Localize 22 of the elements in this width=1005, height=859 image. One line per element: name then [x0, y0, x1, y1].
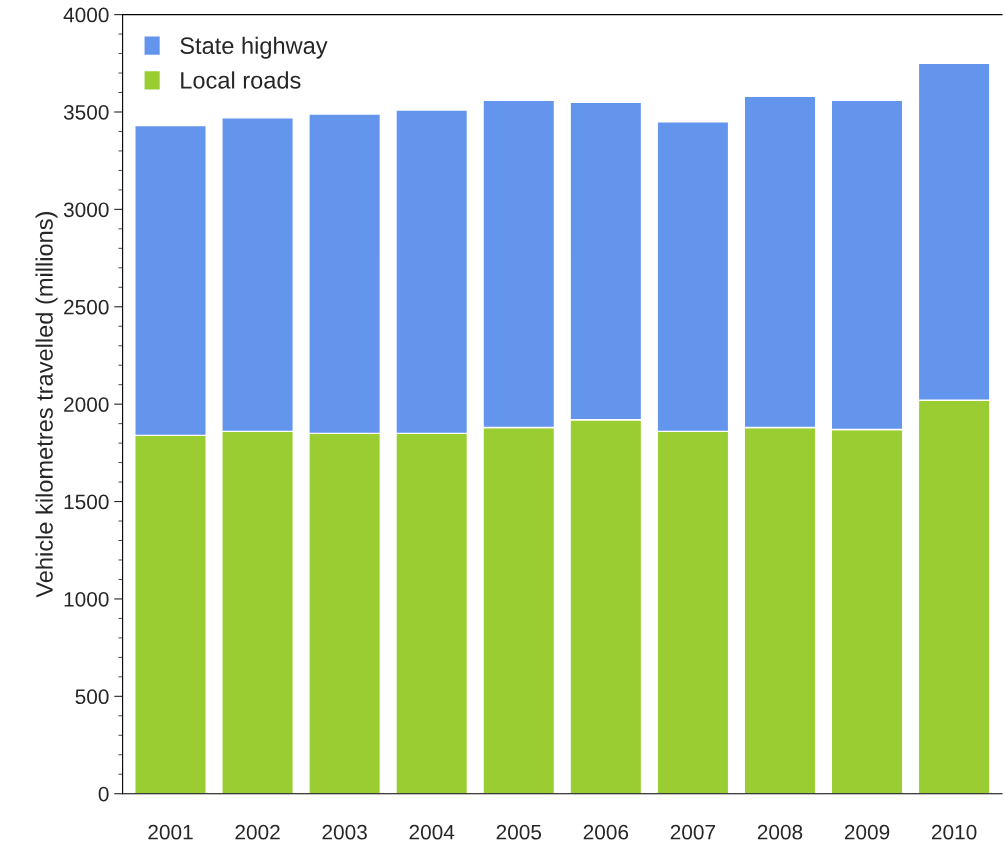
x-tick-label: 2001: [148, 824, 193, 840]
y-tick-label: 2000: [64, 397, 109, 412]
x-tick-label: 2004: [409, 824, 455, 840]
x-tick-label: 2003: [322, 824, 367, 840]
x-tick-label: 2008: [757, 824, 803, 840]
y-tick-label: 500: [75, 689, 109, 705]
x-tick-label: 2007: [670, 824, 716, 840]
y-axis-title: Vehicle kilometres travelled (millions): [35, 212, 58, 598]
y-tick-label: 1500: [64, 494, 109, 510]
x-tick-label: 2006: [583, 824, 629, 840]
x-tick-label: 2005: [496, 824, 542, 840]
y-tick-label: 0: [98, 786, 109, 802]
x-tick-label: 2002: [235, 824, 280, 840]
y-tick-label: 1000: [64, 591, 109, 607]
x-tick-label: 2010: [931, 824, 977, 840]
legend-label: State highway: [180, 36, 328, 59]
y-tick-label: 3500: [63, 104, 109, 120]
legend-label: Local roads: [181, 71, 301, 89]
y-tick-label: 4000: [63, 7, 109, 23]
y-tick-label: 2500: [64, 299, 109, 315]
x-tick-label: 2009: [844, 824, 890, 840]
y-tick-label: 3000: [63, 202, 109, 218]
